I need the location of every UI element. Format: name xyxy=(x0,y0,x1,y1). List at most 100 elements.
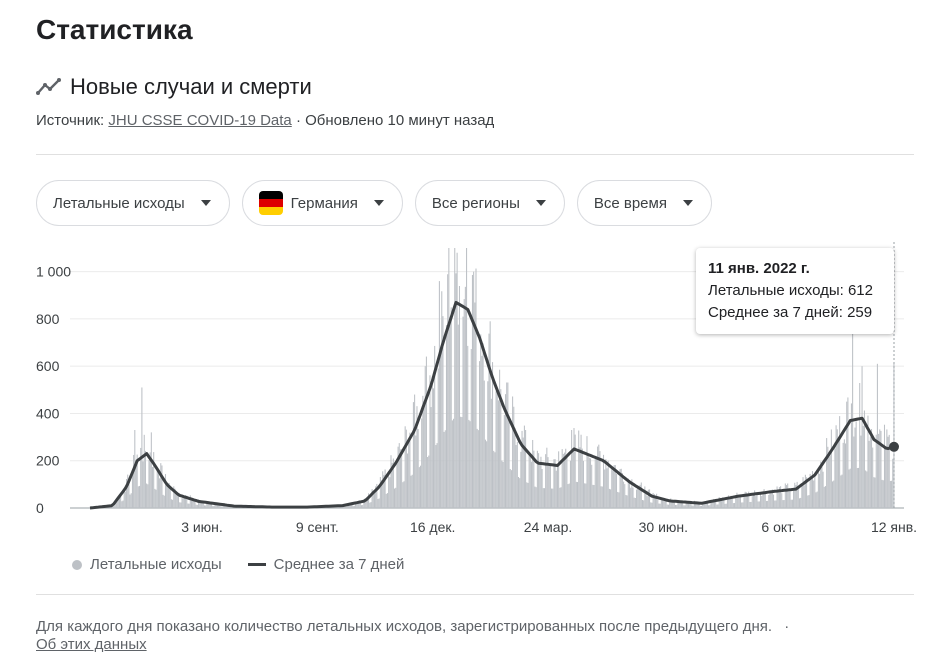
daily-death-bar xyxy=(514,427,516,508)
daily-death-bar xyxy=(228,506,230,508)
metric-dropdown[interactable]: Летальные исходы xyxy=(36,180,230,226)
daily-death-bar xyxy=(199,501,201,508)
daily-death-bar xyxy=(489,321,491,508)
daily-death-bar xyxy=(594,456,596,508)
about-data-link[interactable]: Об этих данных xyxy=(36,636,147,653)
daily-death-bar xyxy=(724,503,726,508)
daily-death-bar xyxy=(155,489,157,508)
daily-death-bar xyxy=(567,484,569,508)
daily-death-bar xyxy=(371,489,373,508)
daily-death-bar xyxy=(595,457,597,508)
daily-death-bar xyxy=(449,319,451,508)
country-dropdown[interactable]: Германия xyxy=(241,180,403,226)
daily-death-bar xyxy=(484,439,486,508)
deaths-chart[interactable]: 0 200 400 600 800 1 000 3 июн. 9 сент. 16 дек. 24… xyxy=(0,240,930,540)
daily-death-bar xyxy=(686,502,688,508)
legend-line-icon xyxy=(247,563,266,566)
daily-death-bar xyxy=(710,501,712,508)
daily-death-bar xyxy=(353,505,355,508)
daily-death-bar xyxy=(177,494,180,508)
daily-death-bar xyxy=(561,449,563,508)
daily-death-bar xyxy=(172,499,174,508)
region-dropdown[interactable]: Все регионы xyxy=(414,180,565,226)
daily-death-bar xyxy=(445,325,448,508)
daily-death-bar xyxy=(175,494,177,508)
daily-death-bar xyxy=(664,498,666,508)
daily-death-bar xyxy=(872,447,874,508)
daily-death-bar xyxy=(750,501,752,508)
daily-death-bar xyxy=(450,307,452,508)
daily-death-bar xyxy=(882,480,884,508)
chart-legend: Летальные исходы Среднее за 7 дней xyxy=(72,556,404,573)
daily-death-bar xyxy=(757,501,759,508)
daily-death-bar xyxy=(747,495,749,508)
daily-death-bar xyxy=(506,382,508,508)
daily-death-bar xyxy=(706,502,708,508)
daily-death-bar xyxy=(169,486,171,508)
daily-death-bar xyxy=(207,503,209,508)
daily-death-bar xyxy=(509,469,511,508)
period-dropdown[interactable]: Все время xyxy=(576,180,712,226)
daily-death-bar xyxy=(888,434,890,508)
daily-death-bar xyxy=(762,491,764,508)
daily-death-bar xyxy=(419,465,422,508)
daily-death-bar xyxy=(657,499,659,508)
period-dropdown-label: Все время xyxy=(593,194,667,212)
x-tick-label: 6 окт. xyxy=(761,519,796,535)
daily-death-bar xyxy=(470,349,472,508)
daily-death-bar xyxy=(791,499,793,508)
daily-death-bar xyxy=(131,469,133,508)
daily-death-bar xyxy=(149,452,151,508)
daily-death-bar xyxy=(713,500,716,508)
daily-death-bar xyxy=(157,470,159,508)
daily-death-bar xyxy=(532,439,534,508)
daily-death-bar xyxy=(137,486,139,508)
daily-death-bar xyxy=(135,461,137,508)
daily-death-bar xyxy=(574,434,576,508)
daily-death-bar xyxy=(848,469,850,508)
daily-death-bar xyxy=(525,430,527,508)
daily-death-bar xyxy=(496,389,498,508)
daily-death-bar xyxy=(474,302,476,508)
daily-death-bar xyxy=(887,436,889,508)
daily-death-bar xyxy=(343,505,345,508)
daily-death-bar xyxy=(364,498,366,508)
daily-death-bar xyxy=(144,450,146,508)
daily-death-bar xyxy=(495,391,497,508)
daily-death-bar xyxy=(867,415,869,508)
daily-death-bar xyxy=(829,455,831,508)
daily-death-bar xyxy=(752,493,754,508)
daily-death-bar xyxy=(876,363,878,508)
daily-death-bar xyxy=(460,416,462,508)
source-link[interactable]: JHU CSSE COVID-19 Data xyxy=(108,112,292,129)
daily-death-bar xyxy=(787,483,789,508)
daily-death-bar xyxy=(120,493,122,508)
daily-death-bar xyxy=(572,448,574,508)
daily-death-bar xyxy=(345,506,347,508)
trending-line-icon xyxy=(36,78,61,95)
daily-death-bar xyxy=(363,500,365,508)
daily-death-bar xyxy=(434,345,436,508)
daily-death-bar xyxy=(179,502,181,508)
legend-bars-label: Летальные исходы xyxy=(90,556,222,573)
daily-death-bar xyxy=(842,442,844,508)
daily-death-bar xyxy=(598,444,600,508)
updated-text: · Обновлено 10 минут назад xyxy=(295,112,495,129)
daily-death-bar xyxy=(726,498,729,508)
daily-death-bar xyxy=(475,268,477,508)
daily-death-bar xyxy=(539,464,541,508)
daily-death-bar xyxy=(535,487,537,508)
daily-death-bar xyxy=(638,486,640,508)
daily-death-bar xyxy=(573,428,575,508)
daily-death-bar xyxy=(133,454,135,508)
daily-death-bar xyxy=(847,397,849,508)
daily-death-bar xyxy=(377,498,379,508)
daily-death-bar xyxy=(731,496,733,508)
y-tick-label: 400 xyxy=(36,405,60,421)
daily-death-bar xyxy=(862,425,864,508)
daily-death-bar xyxy=(785,485,788,508)
daily-death-bar xyxy=(728,495,730,508)
daily-death-bar xyxy=(560,487,562,508)
daily-death-bar xyxy=(749,501,751,508)
daily-death-bar xyxy=(424,366,426,508)
